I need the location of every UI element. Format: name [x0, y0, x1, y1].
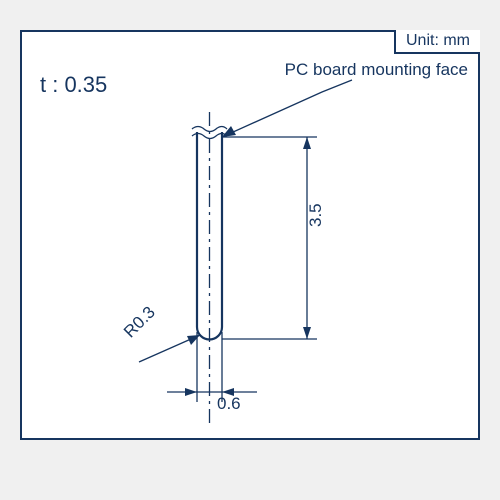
mounting-face-leader	[222, 80, 352, 137]
technical-drawing	[22, 32, 478, 438]
drawing-frame: Unit: mm PC board mounting face t : 0.35	[20, 30, 480, 440]
radius-leader-arrow	[187, 335, 200, 345]
dim-length-text: 3.5	[306, 203, 326, 227]
dim-width-text: 0.6	[217, 394, 241, 414]
break-line-upper	[192, 127, 227, 132]
dim-width-arrow-l	[185, 388, 197, 396]
dim-length-arrow-top	[303, 137, 311, 149]
dim-length-arrow-bot	[303, 327, 311, 339]
